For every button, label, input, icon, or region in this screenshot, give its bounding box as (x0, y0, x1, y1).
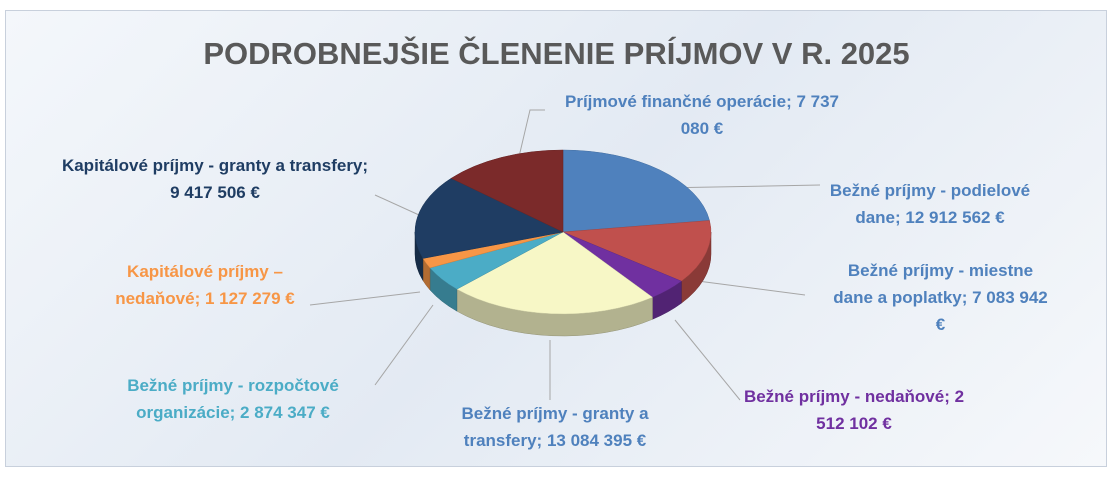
leader-line (374, 304, 434, 386)
data-label: Kapitálové príjmy – nedaňové; 1 127 279 … (115, 262, 295, 308)
leader-line (689, 279, 806, 296)
data-label: Príjmové finančné operácie; 7 737 080 € (564, 92, 839, 138)
pie-slice (562, 220, 712, 282)
pie-slice (414, 178, 564, 259)
pie-slice (562, 149, 710, 233)
pie-slice (456, 231, 654, 315)
leader-line (674, 319, 741, 401)
data-label: Kapitálové príjmy - granty a transfery; … (61, 156, 369, 202)
data-label: Bežné príjmy - granty a transfery; 13 08… (461, 404, 649, 450)
leader-line (309, 291, 421, 306)
pie-slice (450, 149, 564, 233)
data-label: Bežné príjmy - nedaňové; 2 512 102 € (743, 387, 965, 433)
chart-title: PODROBNEJŠIE ČLENENIE PRÍJMOV V R. 2025 (203, 36, 910, 71)
data-label: Bežné príjmy - podielové dane; 12 912 56… (829, 181, 1031, 227)
data-label: Bežné príjmy - miestne dane a poplatky; … (833, 261, 1048, 334)
data-label: Bežné príjmy - rozpočtové organizácie; 2… (127, 376, 339, 422)
